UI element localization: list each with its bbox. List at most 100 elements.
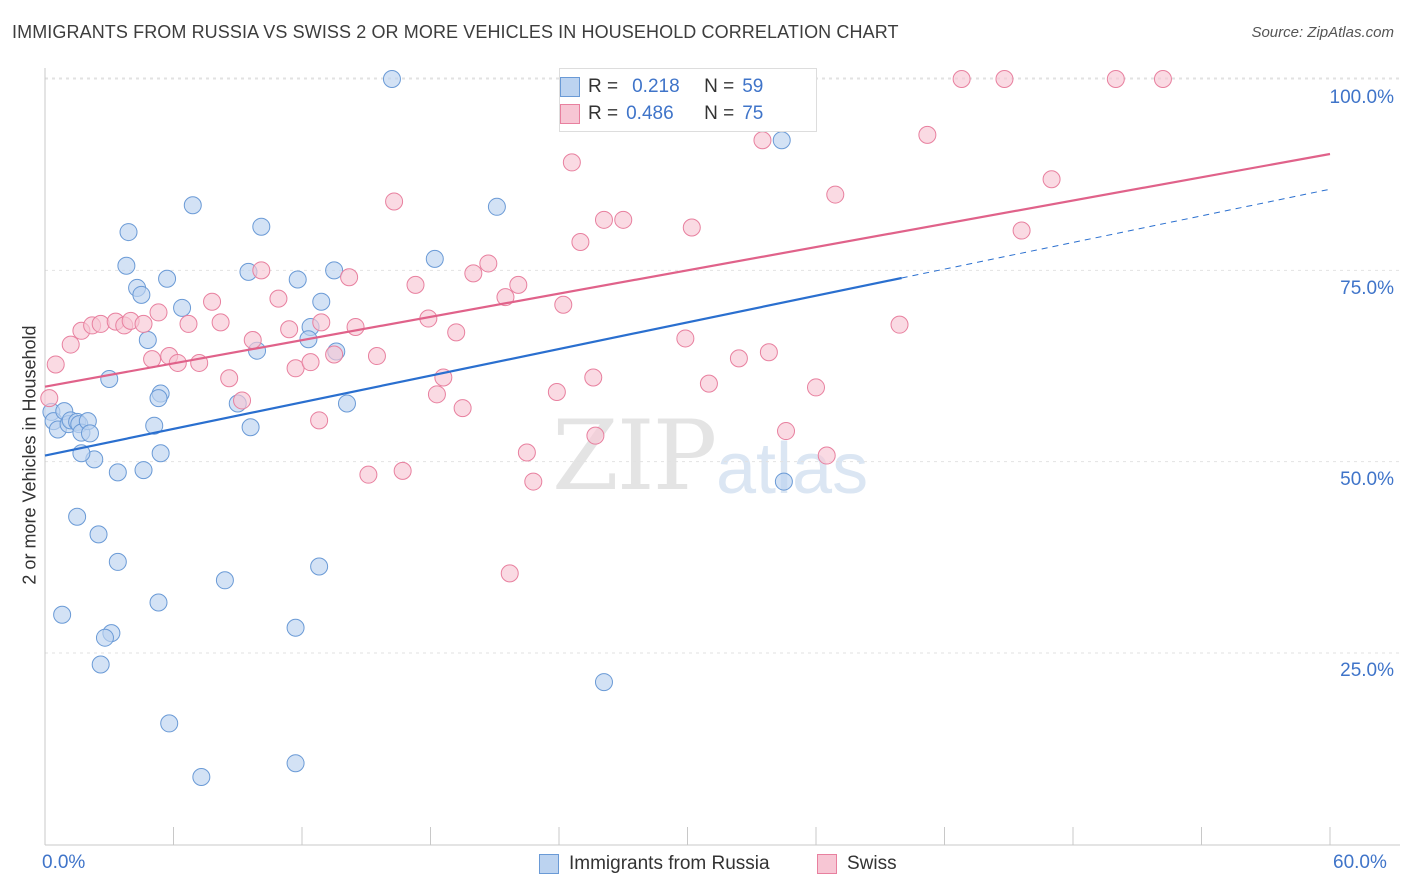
data-point-swiss xyxy=(496,288,515,307)
data-point-swiss xyxy=(211,313,230,332)
data-point-russia xyxy=(80,424,99,443)
data-point-russia xyxy=(151,444,170,463)
n-value: 75 xyxy=(742,103,764,124)
data-point-swiss xyxy=(817,446,836,465)
data-point-swiss xyxy=(220,369,239,388)
data-point-russia xyxy=(134,461,153,480)
legend-swatch-swiss xyxy=(817,854,837,874)
data-point-russia xyxy=(91,655,110,674)
data-point-russia xyxy=(192,767,211,786)
x-tick-label-min: 0.0% xyxy=(42,852,86,873)
data-point-russia xyxy=(337,394,356,413)
legend-swatch-swiss xyxy=(560,104,580,124)
data-point-swiss xyxy=(393,461,412,480)
legend-label-russia: Immigrants from Russia xyxy=(569,853,770,874)
data-point-russia xyxy=(772,131,791,150)
data-point-russia xyxy=(286,618,305,637)
data-point-russia xyxy=(312,292,331,311)
data-point-swiss xyxy=(807,378,825,397)
data-point-swiss xyxy=(243,330,262,349)
data-point-russia xyxy=(286,754,305,773)
data-point-swiss xyxy=(143,350,162,369)
data-point-russia xyxy=(160,714,179,733)
data-point-swiss xyxy=(203,292,222,311)
data-point-swiss xyxy=(890,315,909,334)
legend-item-russia[interactable]: Immigrants from Russia xyxy=(539,851,770,877)
data-point-swiss xyxy=(952,70,971,88)
data-point-swiss xyxy=(524,472,543,491)
data-point-russia xyxy=(138,330,157,349)
data-point-swiss xyxy=(509,275,528,294)
data-point-swiss xyxy=(280,320,299,339)
data-point-swiss xyxy=(91,314,110,333)
data-point-russia xyxy=(132,285,151,304)
trend-line-russia xyxy=(44,276,902,457)
data-point-russia xyxy=(117,256,136,275)
data-point-russia xyxy=(310,557,329,576)
x-tick-label-max: 60.0% xyxy=(1333,852,1387,873)
data-point-russia xyxy=(89,525,108,544)
legend-item-swiss[interactable]: Swiss xyxy=(817,851,897,877)
data-point-swiss xyxy=(149,303,168,322)
data-point-swiss xyxy=(286,359,305,378)
data-point-russia xyxy=(145,416,164,435)
chart-title: IMMIGRANTS FROM RUSSIA VS SWISS 2 OR MOR… xyxy=(12,22,899,42)
data-point-swiss xyxy=(1042,170,1061,189)
data-point-swiss xyxy=(301,353,320,372)
data-point-swiss xyxy=(729,349,748,368)
y-tick-label: 100.0% xyxy=(1329,87,1394,108)
data-point-swiss xyxy=(312,313,331,332)
data-point-russia xyxy=(119,223,138,242)
data-point-swiss xyxy=(340,268,359,287)
r-key: R = xyxy=(588,103,619,124)
data-point-swiss xyxy=(826,185,845,204)
n-key: N = xyxy=(704,76,735,97)
data-point-russia xyxy=(241,418,260,437)
data-point-russia xyxy=(173,298,192,317)
data-point-swiss xyxy=(562,153,581,172)
data-point-russia xyxy=(425,249,444,268)
data-point-swiss xyxy=(453,399,472,418)
data-point-russia xyxy=(149,593,168,612)
data-point-russia xyxy=(382,70,401,88)
data-point-russia xyxy=(108,463,127,482)
correlation-legend: R = 0.218 N = 59 R = 0.486 N = 75 xyxy=(559,68,817,132)
n-key: N = xyxy=(704,103,735,124)
data-point-swiss xyxy=(252,261,271,280)
data-point-russia xyxy=(108,552,127,571)
data-point-swiss xyxy=(586,426,605,445)
trend-line-extension-russia xyxy=(901,188,1331,279)
trend-line-swiss xyxy=(44,152,1331,388)
y-axis-label: 2 or more Vehicles in Household xyxy=(19,325,40,585)
data-point-swiss xyxy=(517,443,536,462)
data-point-swiss xyxy=(918,125,937,144)
data-point-swiss xyxy=(676,329,695,348)
data-point-russia xyxy=(774,472,793,491)
data-point-swiss xyxy=(447,323,466,342)
data-point-russia xyxy=(288,270,307,289)
data-point-swiss xyxy=(554,295,573,314)
data-point-swiss xyxy=(406,275,425,294)
data-point-swiss xyxy=(753,131,772,150)
data-point-swiss xyxy=(1106,70,1125,88)
data-point-swiss xyxy=(346,317,365,336)
data-point-russia xyxy=(95,628,114,647)
data-point-russia xyxy=(487,197,506,216)
data-point-swiss xyxy=(995,70,1014,88)
data-point-russia xyxy=(158,269,177,288)
data-point-swiss xyxy=(46,355,65,374)
data-point-swiss xyxy=(40,389,59,408)
legend-label-swiss: Swiss xyxy=(847,853,897,874)
data-point-swiss xyxy=(594,210,613,229)
data-point-swiss xyxy=(367,347,386,366)
data-point-russia xyxy=(68,507,87,526)
legend-swatch-russia xyxy=(560,77,580,97)
data-point-swiss xyxy=(584,368,603,387)
y-tick-label: 75.0% xyxy=(1340,278,1394,299)
series-legend: Immigrants from Russia Swiss xyxy=(0,851,1406,877)
n-value: 59 xyxy=(742,76,764,97)
data-point-swiss xyxy=(61,335,80,354)
data-point-swiss xyxy=(547,383,566,402)
legend-row-russia: R = 0.218 N = 59 xyxy=(560,75,764,99)
